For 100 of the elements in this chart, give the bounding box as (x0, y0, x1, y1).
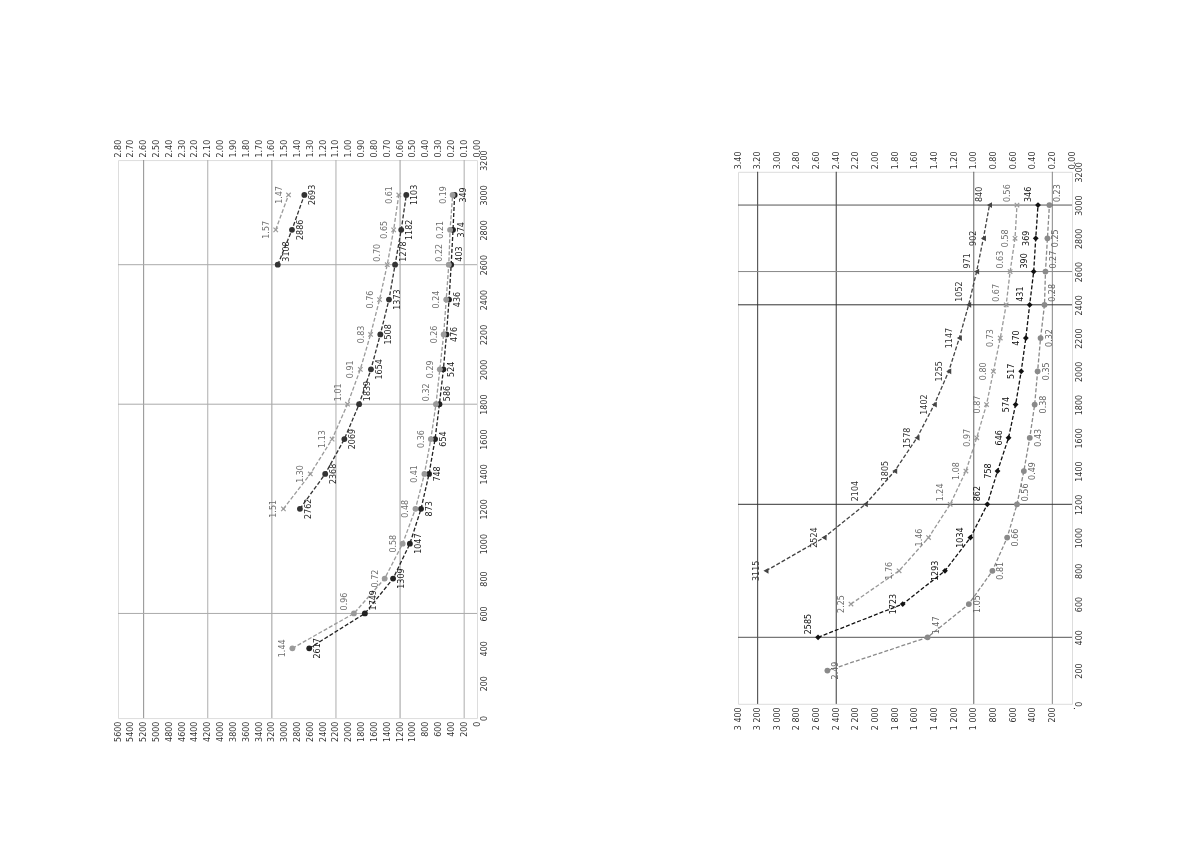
y-tick-label: 2400 (479, 289, 489, 311)
y-tick-label: 800 (1074, 563, 1084, 579)
annotation: 431 (1015, 286, 1025, 302)
x-tick-label: 2800 (293, 721, 302, 742)
x-tick-label: 3400 (254, 721, 264, 742)
x-tick-label: 1400 (382, 721, 392, 742)
annotation: 1.30 (296, 465, 306, 483)
x2-tick-label: 1.80 (890, 151, 900, 170)
x2-tick-label: 1.00 (344, 139, 354, 158)
annotation: 0.43 (1033, 428, 1043, 447)
x-tick-label: 2 200 (851, 707, 861, 731)
annotation: 0.87 (972, 395, 982, 414)
annotation: 1.13 (318, 430, 328, 448)
annotation: 2524 (810, 527, 820, 548)
y-tick-label: 2200 (479, 324, 489, 346)
annotation: 0.21 (436, 220, 446, 239)
annotation: 0.41 (410, 465, 420, 483)
annotation: 1147 (945, 327, 955, 349)
x2-tick-label: 2.40 (831, 151, 841, 170)
x-tick-label: 0 (472, 721, 482, 727)
x2-tick-label: 1.40 (929, 151, 939, 170)
x-tick-label: 3 000 (772, 707, 782, 731)
x2-tick-label: 2.80 (792, 151, 802, 170)
y-tick-label: 1000 (479, 534, 489, 555)
annotation: 0.49 (1027, 462, 1037, 480)
annotation: 840 (975, 186, 985, 203)
annotation: 0.91 (346, 360, 356, 379)
annotation: 1309 (397, 568, 407, 589)
annotation: 1278 (399, 241, 409, 262)
annotation: 971 (962, 253, 972, 269)
y-tick-label: 3200 (479, 150, 489, 171)
x2-tick-label: 2.80 (113, 139, 123, 158)
annotation: 0.97 (962, 428, 972, 447)
y-tick-label: 600 (479, 606, 489, 622)
annotation: 2762 (303, 498, 313, 519)
annotation: 3115 (752, 560, 761, 581)
x-tick-label: 3 400 (733, 707, 743, 731)
x2-tick-label: 0.90 (357, 139, 367, 158)
annotation: 1.44 (278, 639, 288, 658)
annotation: 758 (983, 463, 993, 479)
annotation: 2104 (851, 480, 861, 502)
annotation: 403 (455, 246, 465, 262)
annotation: 0.81 (996, 561, 1006, 580)
x-tick-label: 2400 (318, 721, 328, 742)
annotation: 902 (969, 230, 979, 246)
annotation: 0.56 (1002, 184, 1012, 203)
annotation: 476 (450, 326, 460, 343)
x2-tick-label: 1.60 (910, 151, 920, 170)
annotation: 0.58 (1001, 229, 1011, 248)
annotation: 1.57 (261, 220, 271, 239)
annotation: 0.26 (429, 325, 439, 344)
annotation: 0.58 (388, 534, 398, 553)
x-tick-label: 1800 (357, 721, 367, 742)
annotation: 517 (1007, 363, 1017, 379)
annotation: 1034 (956, 527, 966, 548)
x2-tick-label: 0.80 (988, 151, 998, 170)
x-tick-label: 2 000 (871, 707, 881, 731)
annotation: 0.76 (365, 290, 375, 309)
annotation: 1.47 (931, 616, 941, 635)
x2-tick-label: 1.00 (969, 151, 979, 170)
y-tick-label: 1600 (1074, 428, 1084, 449)
x2-tick-label: 1.20 (949, 151, 959, 170)
annotation: 0.22 (434, 243, 444, 262)
annotation: 0.83 (356, 325, 366, 344)
y-tick-label: 2200 (1074, 328, 1084, 349)
y-tick-label: 2600 (1074, 261, 1084, 283)
x2-tick-label: 2.50 (151, 139, 161, 158)
annotation: 2693 (308, 184, 318, 206)
x2-tick-label: 3.40 (733, 151, 743, 170)
x2-tick-label: 2.30 (177, 139, 187, 158)
annotation: 1.08 (951, 462, 961, 480)
x-tick-label: 200 (1047, 707, 1057, 723)
annotation: 1047 (413, 533, 423, 554)
y-tick-label: 200 (1074, 663, 1084, 679)
x-tick-label: 3000 (280, 721, 290, 742)
x-tick-label: 5200 (139, 721, 149, 742)
annotation: 436 (453, 291, 463, 308)
x2-tick-label: 2.70 (126, 139, 136, 158)
annotation: 1373 (392, 289, 402, 310)
y-tick-label: 0 (1074, 701, 1084, 707)
y-tick-label: 2800 (1074, 228, 1084, 249)
annotation: 2886 (295, 219, 305, 240)
annotation: 374 (457, 222, 467, 238)
annotation: 0.32 (1044, 329, 1054, 347)
x-tick-label: 800 (421, 721, 431, 737)
annotation: 646 (994, 430, 1004, 446)
x2-tick-label: 0.20 (1047, 151, 1057, 170)
x2-tick-label: 1.60 (267, 139, 277, 158)
x-tick-label: 1 800 (890, 707, 900, 731)
x-tick-label: 2000 (344, 721, 354, 742)
y-tick-label: 1000 (1074, 527, 1084, 549)
x-tick-label: 4000 (216, 721, 226, 742)
annotation: 0.28 (1048, 283, 1058, 302)
x2-tick-label: 3.00 (772, 151, 782, 170)
y-tick-label: 800 (479, 571, 489, 587)
x-tick-label: . (1067, 707, 1077, 710)
x-tick-label: 4200 (203, 721, 213, 742)
x2-tick-label: 1.20 (318, 139, 328, 158)
annotation: 0.72 (370, 569, 380, 588)
annotation: 1255 (934, 361, 944, 382)
